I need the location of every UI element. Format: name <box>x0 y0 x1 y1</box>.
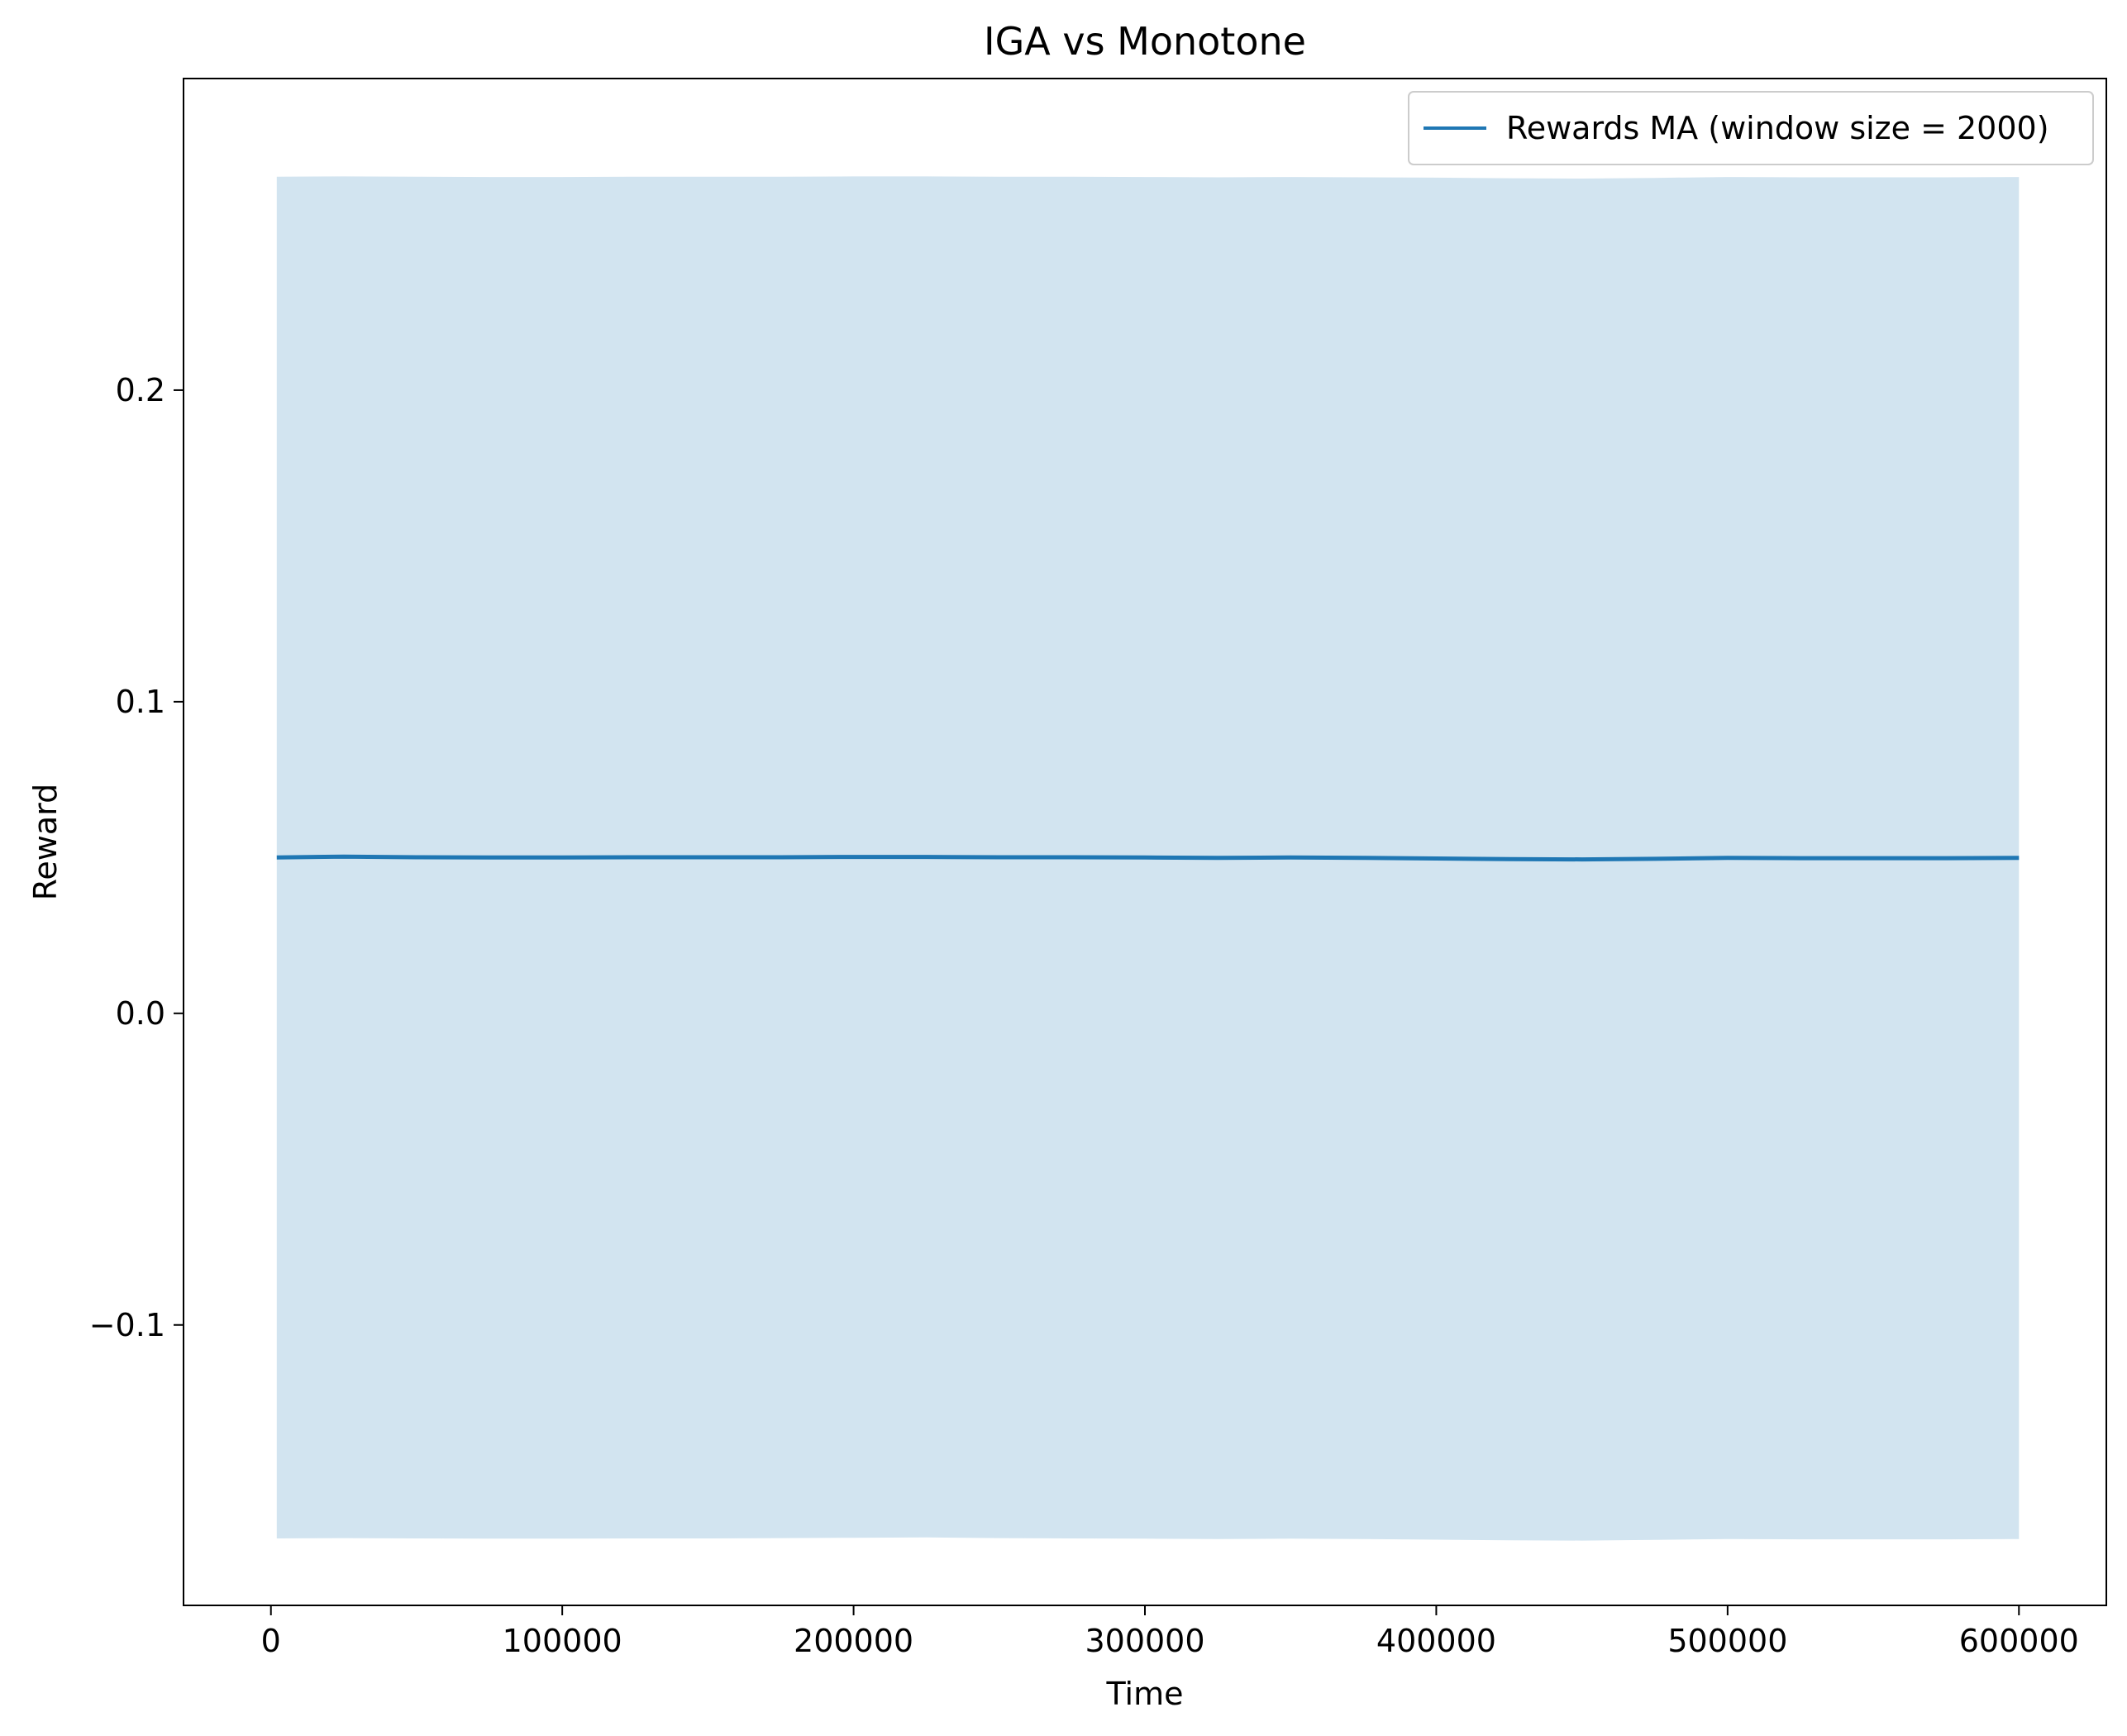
chart-title: IGA vs Monotone <box>984 19 1306 64</box>
legend-box <box>1408 91 2094 165</box>
x-tick-label: 400000 <box>1376 1623 1496 1659</box>
x-ticks: 0 100000 200000 300000 400000 500000 600000 <box>261 1605 2079 1659</box>
x-tick-label: 300000 <box>1085 1623 1204 1659</box>
legend-label: Rewards MA (window size = 2000) <box>1506 110 2049 146</box>
y-tick-label: 0.2 <box>116 372 165 408</box>
x-tick-label: 0 <box>261 1623 281 1659</box>
x-tick-label: 500000 <box>1667 1623 1787 1659</box>
series-line <box>276 854 2020 862</box>
x-tick-label: 600000 <box>1959 1623 2079 1659</box>
y-tick-label: 0.1 <box>116 684 165 720</box>
y-tick-label: 0.0 <box>116 995 165 1032</box>
x-tick-label: 200000 <box>794 1623 913 1659</box>
legend: Rewards MA (window size = 2000) <box>1408 91 2094 165</box>
line-layer <box>276 854 2020 862</box>
y-ticks: −0.1 0.0 0.1 0.2 <box>89 372 184 1343</box>
x-tick-label: 100000 <box>503 1623 622 1659</box>
y-tick-label: −0.1 <box>89 1307 165 1343</box>
y-axis-label: Reward <box>27 784 64 901</box>
x-axis-label: Time <box>1106 1676 1184 1712</box>
